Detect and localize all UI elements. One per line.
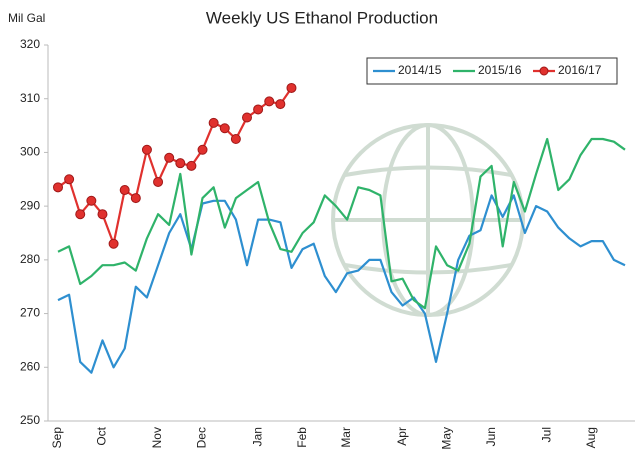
series-line: [57, 194, 626, 374]
point: [253, 104, 264, 115]
x-tick-label: May: [439, 427, 453, 450]
x-tick-label: Sep: [50, 427, 64, 449]
point: [130, 193, 141, 204]
point: [197, 144, 208, 155]
x-tick-label: Jun: [484, 427, 498, 446]
point: [175, 158, 186, 169]
point: [86, 195, 97, 206]
legend-label: 2014/15: [398, 63, 442, 77]
point: [275, 99, 286, 110]
legend-marker: [539, 66, 549, 76]
point: [141, 144, 152, 155]
x-tick-label: Apr: [395, 427, 409, 446]
point: [119, 185, 130, 196]
x-tick-label: Jan: [250, 427, 264, 446]
x-tick-label: Oct: [95, 426, 109, 445]
point: [75, 209, 86, 220]
point: [97, 209, 108, 220]
y-axis-label: Mil Gal: [8, 11, 45, 25]
y-tick-label: 320: [20, 37, 40, 51]
x-tick-label: Dec: [195, 427, 209, 448]
y-tick-label: 260: [20, 359, 40, 373]
y-tick-label: 310: [20, 91, 40, 105]
x-tick-label: Feb: [295, 427, 309, 448]
legend: 2014/15 2015/16 2016/17: [366, 57, 618, 85]
x-tick-label: Jul: [539, 427, 553, 442]
point: [264, 96, 275, 107]
point: [230, 134, 241, 144]
chart-title: Weekly US Ethanol Production: [206, 8, 438, 27]
point: [64, 174, 75, 185]
y-tick-label: 270: [20, 306, 40, 320]
legend-label: 2015/16: [478, 63, 522, 77]
point: [164, 152, 175, 163]
point: [108, 238, 119, 249]
point: [242, 112, 252, 123]
x-tick-label: Aug: [584, 427, 598, 448]
x-tick-label: Mar: [339, 427, 353, 448]
y-tick-label: 290: [20, 198, 40, 212]
point: [219, 123, 230, 134]
x-tick-label: Nov: [150, 427, 164, 448]
y-tick-label: 250: [20, 413, 40, 427]
series-line: [57, 87, 293, 245]
point: [286, 82, 297, 93]
legend-box: [366, 57, 618, 85]
point: [153, 176, 164, 187]
point: [53, 182, 63, 193]
series-line: [57, 137, 626, 310]
point: [208, 117, 219, 128]
legend-label: 2016/17: [558, 63, 602, 77]
y-tick-label: 300: [20, 145, 40, 159]
point: [186, 160, 197, 171]
y-tick-label: 280: [20, 252, 40, 266]
